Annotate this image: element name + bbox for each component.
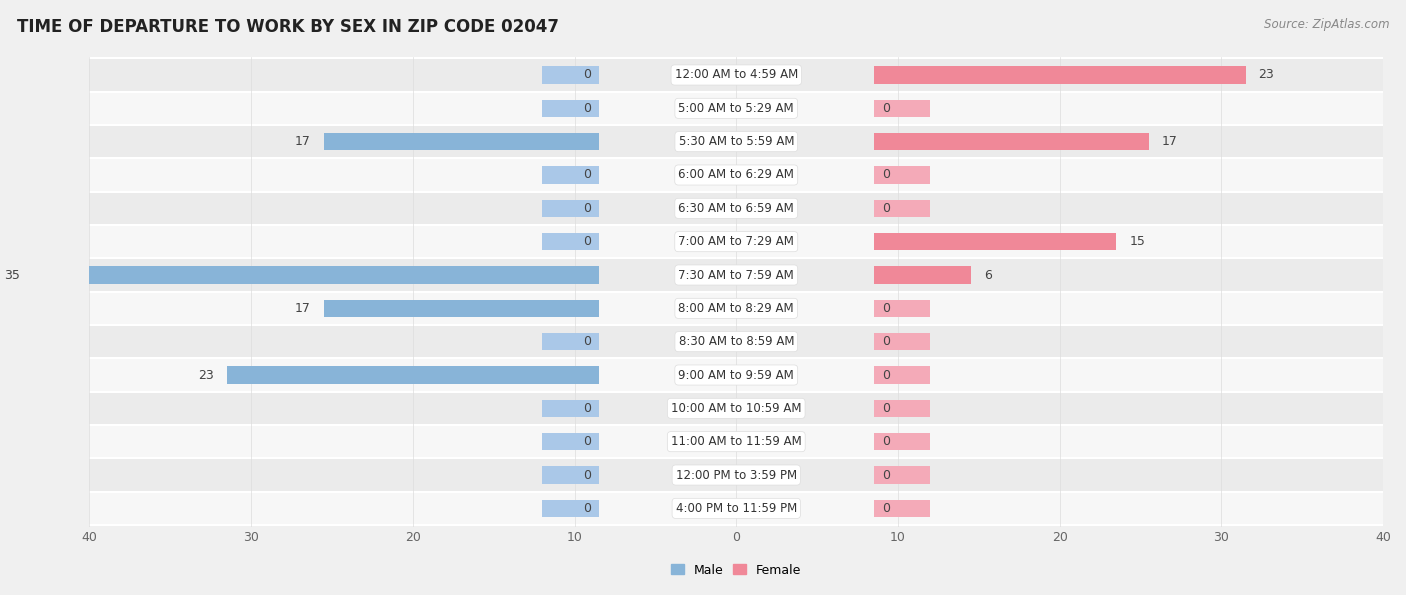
Text: 0: 0 [882, 335, 890, 348]
Bar [543, 99, 599, 117]
Text: 0: 0 [882, 168, 890, 181]
Text: 5:00 AM to 5:29 AM: 5:00 AM to 5:29 AM [679, 102, 794, 115]
Text: 0: 0 [582, 468, 591, 481]
Bar [873, 400, 931, 417]
Text: 0: 0 [882, 402, 890, 415]
Text: 0: 0 [882, 102, 890, 115]
Text: 17: 17 [295, 302, 311, 315]
Text: 0: 0 [582, 102, 591, 115]
Text: 0: 0 [582, 402, 591, 415]
Bar [543, 66, 599, 84]
Text: Source: ZipAtlas.com: Source: ZipAtlas.com [1264, 18, 1389, 31]
Bar [323, 300, 599, 317]
Bar [543, 400, 599, 417]
Text: 12:00 PM to 3:59 PM: 12:00 PM to 3:59 PM [676, 468, 797, 481]
Text: 17: 17 [295, 135, 311, 148]
Text: 0: 0 [582, 335, 591, 348]
Bar [90, 225, 1384, 258]
Text: 10:00 AM to 10:59 AM: 10:00 AM to 10:59 AM [671, 402, 801, 415]
Bar [873, 167, 931, 184]
Text: 6:30 AM to 6:59 AM: 6:30 AM to 6:59 AM [678, 202, 794, 215]
Text: 0: 0 [882, 502, 890, 515]
Bar [90, 491, 1384, 525]
Bar [90, 58, 1384, 92]
Bar [873, 433, 931, 450]
Bar [90, 292, 1384, 325]
Bar [873, 267, 970, 284]
Bar [543, 433, 599, 450]
Text: 7:30 AM to 7:59 AM: 7:30 AM to 7:59 AM [678, 268, 794, 281]
Bar [90, 125, 1384, 158]
Text: 7:00 AM to 7:29 AM: 7:00 AM to 7:29 AM [678, 235, 794, 248]
Text: 0: 0 [882, 368, 890, 381]
Legend: Male, Female: Male, Female [666, 559, 806, 581]
Text: 15: 15 [1129, 235, 1144, 248]
Bar [543, 466, 599, 484]
Bar [90, 458, 1384, 491]
Bar [90, 158, 1384, 192]
Text: 6:00 AM to 6:29 AM: 6:00 AM to 6:29 AM [678, 168, 794, 181]
Text: 0: 0 [582, 502, 591, 515]
Bar [90, 358, 1384, 392]
Text: 17: 17 [1161, 135, 1177, 148]
Bar [873, 233, 1116, 250]
Bar [32, 267, 599, 284]
Text: 8:30 AM to 8:59 AM: 8:30 AM to 8:59 AM [679, 335, 794, 348]
Bar [873, 133, 1149, 151]
Text: 0: 0 [882, 302, 890, 315]
Text: 0: 0 [882, 435, 890, 448]
Text: 23: 23 [1258, 68, 1274, 82]
Bar [90, 392, 1384, 425]
Bar [323, 133, 599, 151]
Text: 4:00 PM to 11:59 PM: 4:00 PM to 11:59 PM [676, 502, 797, 515]
Bar [543, 233, 599, 250]
Bar [873, 466, 931, 484]
Bar [543, 167, 599, 184]
Text: 5:30 AM to 5:59 AM: 5:30 AM to 5:59 AM [679, 135, 794, 148]
Text: 0: 0 [582, 168, 591, 181]
Bar [873, 200, 931, 217]
Text: 9:00 AM to 9:59 AM: 9:00 AM to 9:59 AM [678, 368, 794, 381]
Text: 23: 23 [198, 368, 214, 381]
Bar [543, 200, 599, 217]
Bar [543, 500, 599, 517]
Bar [873, 367, 931, 384]
Bar [873, 99, 931, 117]
Bar [90, 258, 1384, 292]
Text: 0: 0 [882, 202, 890, 215]
Text: 11:00 AM to 11:59 AM: 11:00 AM to 11:59 AM [671, 435, 801, 448]
Text: 0: 0 [582, 68, 591, 82]
Text: TIME OF DEPARTURE TO WORK BY SEX IN ZIP CODE 02047: TIME OF DEPARTURE TO WORK BY SEX IN ZIP … [17, 18, 558, 36]
Bar [543, 333, 599, 350]
Bar [90, 192, 1384, 225]
Text: 6: 6 [984, 268, 991, 281]
Bar [873, 300, 931, 317]
Text: 0: 0 [882, 468, 890, 481]
Text: 0: 0 [582, 202, 591, 215]
Bar [873, 333, 931, 350]
Text: 35: 35 [4, 268, 20, 281]
Text: 0: 0 [582, 435, 591, 448]
Bar [873, 500, 931, 517]
Text: 12:00 AM to 4:59 AM: 12:00 AM to 4:59 AM [675, 68, 797, 82]
Text: 8:00 AM to 8:29 AM: 8:00 AM to 8:29 AM [679, 302, 794, 315]
Bar [226, 367, 599, 384]
Bar [90, 325, 1384, 358]
Bar [873, 66, 1246, 84]
Bar [90, 92, 1384, 125]
Text: 0: 0 [582, 235, 591, 248]
Bar [90, 425, 1384, 458]
